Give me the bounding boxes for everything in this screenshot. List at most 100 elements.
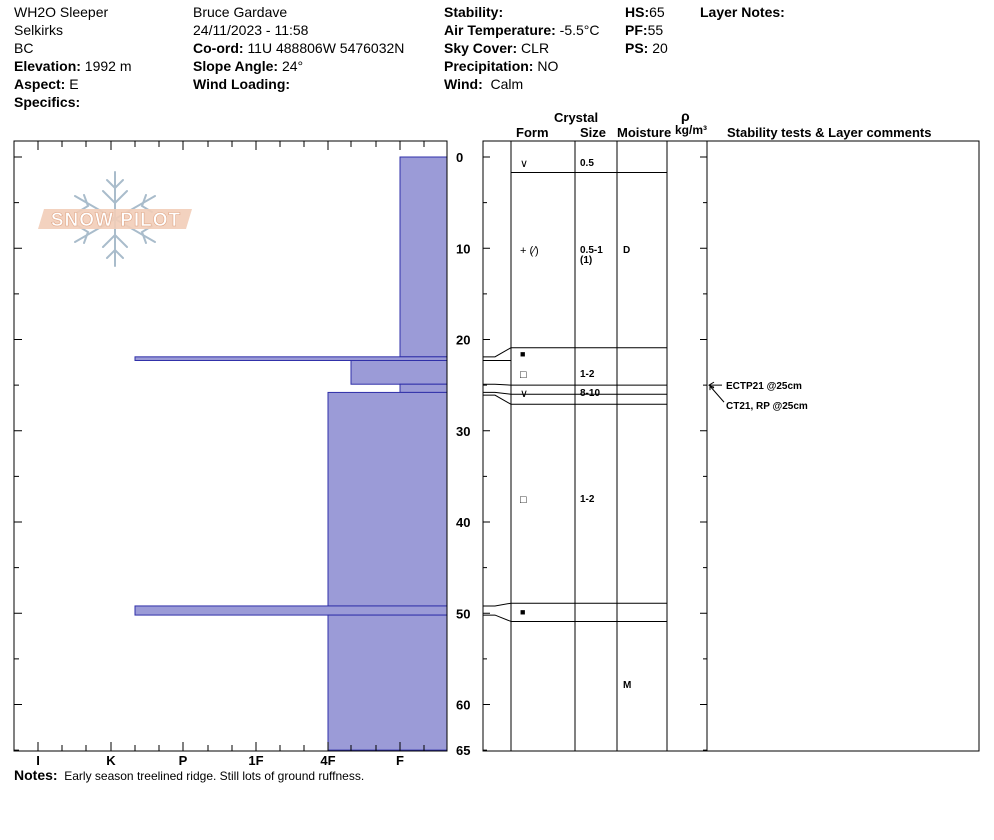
logo-text: SNOW PILOT bbox=[51, 210, 181, 231]
slope-label: Slope Angle: bbox=[193, 58, 279, 74]
depth-tick-label: 0 bbox=[456, 150, 463, 165]
hardness-axes: I K P 1F 4F F 0 10 20 30 40 50 60 65 bbox=[13, 140, 470, 768]
air-temp-value: -5.5°C bbox=[559, 22, 600, 38]
precip-value: NO bbox=[537, 58, 559, 74]
layer-form: + (∕) bbox=[520, 244, 539, 257]
hs-value: 65 bbox=[649, 4, 665, 20]
crystal-header: Crystal bbox=[554, 110, 599, 125]
elevation-label: Elevation: bbox=[14, 58, 81, 74]
stability: Stability: bbox=[444, 4, 503, 21]
air-temperature: Air Temperature: -5.5°C bbox=[444, 22, 600, 39]
stability-arrow-head bbox=[709, 385, 715, 391]
layer-table: ECTP21 @25cm CT21, RP @25cm bbox=[482, 140, 980, 752]
snowpilot-logo: SNOW PILOT bbox=[38, 171, 192, 267]
depth-tick-label: 60 bbox=[456, 698, 470, 713]
stability-test-text: ECTP21 @25cm bbox=[726, 381, 802, 392]
hardness-bar bbox=[134, 605, 448, 616]
hardness-tick-label: K bbox=[106, 753, 116, 768]
layer-form: ■ bbox=[520, 349, 526, 360]
layer-connector bbox=[483, 614, 512, 622]
density-unit-header: kg/m³ bbox=[675, 123, 708, 137]
depth-tick-label: 50 bbox=[456, 606, 470, 621]
observer: Bruce Gardave bbox=[193, 4, 288, 20]
hardness-bar bbox=[399, 383, 448, 393]
notes: Notes: Early season treelined ridge. Sti… bbox=[14, 767, 364, 783]
layer-form: □ bbox=[520, 494, 527, 507]
elevation: Elevation: 1992 m bbox=[14, 58, 132, 75]
depth-tick-label: 30 bbox=[456, 424, 470, 439]
depth-tick-label: 40 bbox=[456, 515, 470, 530]
ps-label: PS: bbox=[625, 40, 649, 56]
layer-size: 1-2 bbox=[580, 494, 595, 506]
specifics-label: Specifics: bbox=[14, 94, 81, 110]
layer-connector bbox=[483, 347, 512, 358]
coord-value: 11U 488806W 5476032N bbox=[247, 40, 405, 56]
aspect-value: E bbox=[69, 76, 79, 92]
comments-header: Stability tests & Layer comments bbox=[727, 125, 932, 140]
layer-notes-label: Layer Notes: bbox=[700, 4, 785, 20]
depth-tick-label: 20 bbox=[456, 333, 470, 348]
ps-value: 20 bbox=[652, 40, 668, 56]
wind-loading: Wind Loading: bbox=[193, 76, 290, 93]
hs-label: HS: bbox=[625, 4, 650, 20]
hardness-bars bbox=[134, 156, 448, 751]
rho-header: ρ bbox=[681, 108, 690, 124]
slope-value: 24° bbox=[281, 58, 304, 74]
layer-connector bbox=[483, 383, 512, 386]
layer-connector bbox=[483, 391, 512, 395]
aspect-label: Aspect: bbox=[14, 76, 66, 92]
specifics: Specifics: bbox=[14, 94, 80, 111]
coord: Co-ord: 11U 488806W 5476032N bbox=[193, 40, 404, 57]
layer-size: 0.5 bbox=[580, 158, 594, 170]
layer-size: 1-2 bbox=[580, 369, 595, 381]
pf-label: PF: bbox=[625, 22, 648, 38]
sky-label: Sky Cover: bbox=[444, 40, 518, 56]
layer-connector bbox=[483, 394, 512, 405]
form-header: Form bbox=[516, 125, 549, 140]
elevation-value: 1992 m bbox=[84, 58, 132, 74]
hardness-bar bbox=[134, 356, 448, 361]
location: WH2O Sleeper bbox=[14, 4, 109, 20]
wind-value: Calm bbox=[490, 76, 524, 92]
pf-value: 55 bbox=[647, 22, 664, 38]
precip-label: Precipitation: bbox=[444, 58, 534, 74]
pf: PF:55 bbox=[625, 22, 663, 39]
hardness-frame bbox=[13, 140, 448, 752]
layer-moisture: M bbox=[623, 680, 632, 692]
stability-test-text: CT21, RP @25cm bbox=[726, 401, 808, 412]
depth-tick-label: 65 bbox=[456, 743, 470, 758]
coord-label: Co-ord: bbox=[193, 40, 244, 56]
hs: HS:65 bbox=[625, 4, 665, 21]
hardness-bar bbox=[327, 614, 448, 751]
slope: Slope Angle: 24° bbox=[193, 58, 303, 75]
hardness-bar bbox=[327, 391, 448, 607]
ps: PS: 20 bbox=[625, 40, 668, 57]
layer-connector bbox=[483, 602, 512, 607]
hardness-bar bbox=[350, 359, 448, 385]
sky-value: CLR bbox=[521, 40, 550, 56]
hardness-tick-label: F bbox=[396, 753, 404, 768]
wind-loading-label: Wind Loading: bbox=[193, 76, 291, 92]
layer-form: ∨ bbox=[520, 388, 529, 401]
sky-cover: Sky Cover: CLR bbox=[444, 40, 549, 57]
precipitation: Precipitation: NO bbox=[444, 58, 558, 75]
air-temp-label: Air Temperature: bbox=[444, 22, 556, 38]
stability-arrow-line bbox=[709, 385, 725, 403]
layer-moisture: D bbox=[623, 244, 631, 256]
size-header: Size bbox=[580, 125, 607, 140]
hardness-tick-label: I bbox=[36, 753, 40, 768]
layer-size: 0.5-1 (1) bbox=[580, 244, 603, 266]
stability-label: Stability: bbox=[444, 4, 504, 20]
layer-form: ∨ bbox=[520, 158, 529, 171]
hardness-tick-label: P bbox=[179, 753, 188, 768]
hardness-tick-label: 4F bbox=[320, 753, 335, 768]
layer-form: □ bbox=[520, 369, 527, 382]
notes-text: Early season treelined ridge. Still lots… bbox=[64, 769, 365, 783]
wind-label: Wind: bbox=[444, 76, 483, 92]
datetime: 24/11/2023 - 11:58 bbox=[193, 22, 309, 38]
hardness-bar bbox=[399, 156, 448, 358]
hardness-tick-label: 1F bbox=[248, 753, 263, 768]
layer-form: ■ bbox=[520, 607, 526, 618]
aspect: Aspect: E bbox=[14, 76, 79, 93]
